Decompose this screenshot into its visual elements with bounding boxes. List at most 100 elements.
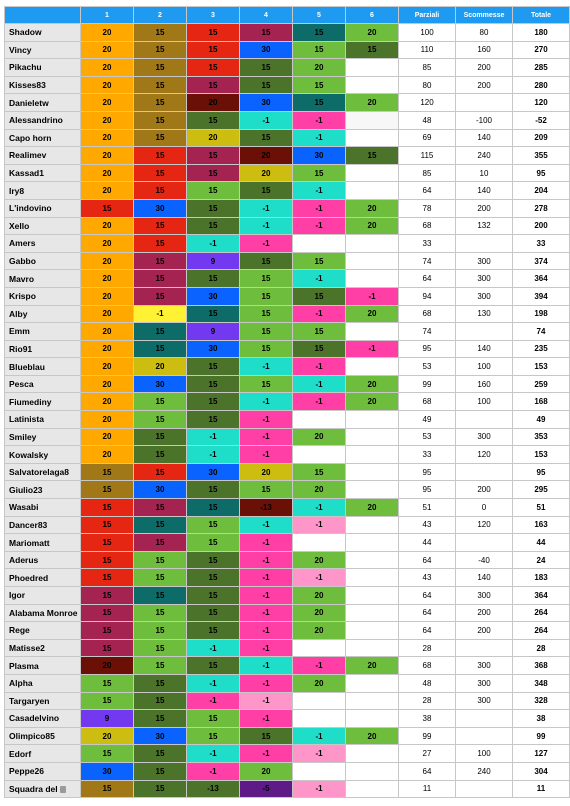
player-name-label: Krispo — [9, 291, 36, 302]
table-row: Olimpico85 20 30 15 15 -1 20 99 99 — [4, 726, 570, 746]
player-name-label: Dancer83 — [9, 519, 48, 530]
scommesse-cell — [455, 726, 513, 746]
score-cell-1: 20 — [80, 286, 134, 306]
player-name-label: Pikachu — [9, 62, 42, 73]
table-row: Dancer83 15 15 15 -1 -1 43 120 163 — [4, 515, 570, 535]
table-row: Kisses83 20 15 15 15 15 80 200 280 — [4, 75, 570, 95]
score-cell-4: 15 — [239, 181, 293, 200]
totale-cell: 355 — [512, 146, 570, 165]
player-name: Edorf — [4, 744, 81, 763]
score-cell-2: 15 — [133, 322, 187, 341]
header-col-4: 4 — [239, 6, 293, 24]
player-name: Danieletw — [4, 93, 81, 112]
score-cell-4: -1 — [239, 515, 293, 535]
score-cell-5: 15 — [292, 75, 346, 95]
parziali-cell: 38 — [398, 709, 456, 728]
score-cell-5: 15 — [292, 322, 346, 341]
score-cell-2: 15 — [133, 445, 187, 464]
table-row: Gabbo 20 15 9 15 15 74 300 374 — [4, 251, 570, 271]
score-cell-4: -1 — [239, 533, 293, 552]
table-row: Danieletw 20 15 20 30 15 20 120 120 — [4, 93, 570, 112]
score-cell-6 — [345, 75, 399, 95]
totale-cell: 153 — [512, 445, 570, 464]
totale-cell: 127 — [512, 744, 570, 763]
scommesse-cell: 120 — [455, 515, 513, 535]
player-name: Giulio23 — [4, 480, 81, 500]
parziali-cell: 94 — [398, 286, 456, 306]
score-cell-1: 15 — [80, 638, 134, 658]
score-cell-4: 20 — [239, 761, 293, 781]
score-cell-5: -1 — [292, 110, 346, 130]
player-name-label: Casadelvino — [9, 713, 60, 724]
scommesse-cell: 140 — [455, 339, 513, 359]
score-cell-2: 15 — [133, 410, 187, 429]
scommesse-cell: 200 — [455, 603, 513, 623]
table-row: Fiumediny 20 15 15 -1 -1 20 68 100 168 — [4, 392, 570, 412]
score-cell-1: 15 — [80, 550, 134, 570]
score-cell-4: -1 — [239, 586, 293, 605]
score-cell-4: -1 — [239, 357, 293, 376]
table-row: Realimev 20 15 15 20 30 15 115 240 355 — [4, 146, 570, 165]
score-cell-1: 20 — [80, 251, 134, 271]
table-row: Mavro 20 15 15 15 -1 64 300 364 — [4, 269, 570, 288]
player-name-label: Mariomatt — [9, 537, 50, 548]
score-cell-2: 30 — [133, 374, 187, 394]
score-cell-5: -1 — [292, 357, 346, 376]
player-name: Dancer83 — [4, 515, 81, 535]
player-name-label: Edorf — [9, 748, 32, 759]
player-name-label: Iry8 — [9, 185, 25, 196]
score-cell-2: 15 — [133, 515, 187, 535]
header-col-parziali: Parziali — [398, 6, 456, 24]
scommesse-cell — [455, 638, 513, 658]
scommesse-cell: 200 — [455, 58, 513, 77]
totale-cell: 183 — [512, 568, 570, 587]
player-name: Alpha — [4, 673, 81, 693]
score-cell-5: -1 — [292, 392, 346, 412]
score-cell-1: 15 — [80, 621, 134, 640]
parziali-cell: 68 — [398, 216, 456, 236]
score-cell-4: 15 — [239, 75, 293, 95]
parziali-cell: 68 — [398, 392, 456, 412]
score-cell-3: 15 — [186, 146, 240, 165]
scommesse-cell: 300 — [455, 251, 513, 271]
score-cell-2: -1 — [133, 304, 187, 324]
scommesse-cell: 300 — [455, 586, 513, 605]
parziali-cell: 85 — [398, 163, 456, 183]
score-cell-6: 15 — [345, 40, 399, 60]
scommesse-cell: 300 — [455, 691, 513, 711]
table-row: Giulio23 15 30 15 15 20 95 200 295 — [4, 480, 570, 500]
score-cell-1: 20 — [80, 726, 134, 746]
score-cell-3: -1 — [186, 234, 240, 253]
score-cell-1: 15 — [80, 744, 134, 763]
table-body: Shadow 20 15 15 15 15 20 100 80 180 Vincy 20 15 15 30 1… — [4, 23, 570, 799]
score-cell-3: 15 — [186, 374, 240, 394]
player-name-label: Kassad1 — [9, 168, 44, 179]
score-cell-5: 15 — [292, 40, 346, 60]
score-cell-6 — [345, 586, 399, 605]
score-cell-4: -1 — [239, 445, 293, 464]
score-cell-3: -13 — [186, 779, 240, 799]
player-name-label: Salvatorelaga8 — [9, 467, 70, 478]
score-cell-4: 15 — [239, 374, 293, 394]
scommesse-cell — [455, 462, 513, 482]
player-name-label: Gabbo — [9, 256, 36, 267]
score-cell-6 — [345, 427, 399, 447]
score-cell-3: 15 — [186, 392, 240, 412]
score-cell-4: 15 — [239, 58, 293, 77]
table-row: Edorf 15 15 -1 -1 -1 27 100 127 — [4, 744, 570, 763]
totale-cell: -52 — [512, 110, 570, 130]
score-cell-6: 20 — [345, 23, 399, 42]
player-name: Krispo — [4, 286, 81, 306]
scommesse-cell: 200 — [455, 198, 513, 218]
score-cell-3: 15 — [186, 498, 240, 517]
score-cell-1: 20 — [80, 656, 134, 675]
score-cell-5: 15 — [292, 339, 346, 359]
score-cell-5: 20 — [292, 58, 346, 77]
score-cell-3: 15 — [186, 533, 240, 552]
scommesse-cell: 140 — [455, 568, 513, 587]
score-cell-1: 15 — [80, 586, 134, 605]
score-cell-3: 15 — [186, 621, 240, 640]
player-name: Squadra del — [4, 779, 81, 799]
score-cell-1: 20 — [80, 269, 134, 288]
scommesse-cell: 100 — [455, 357, 513, 376]
